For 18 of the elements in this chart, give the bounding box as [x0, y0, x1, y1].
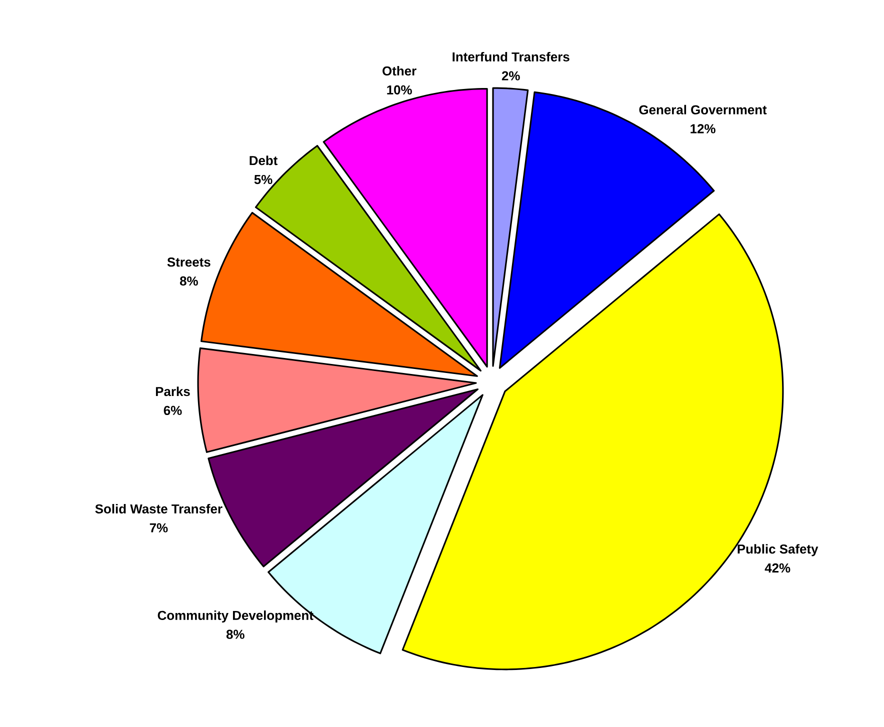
data-label: 5%	[254, 174, 272, 184]
slice-label: Parks	[156, 386, 190, 396]
data-label: 42%	[764, 563, 790, 573]
data-label: 10%	[387, 85, 412, 94]
data-label: 7%	[150, 523, 168, 532]
slice-label: Streets	[167, 258, 210, 267]
slice-label: Public Safety	[738, 544, 818, 556]
data-label: 8%	[226, 630, 244, 639]
slice-label: Community Development	[158, 610, 314, 623]
slice-label: General Government	[639, 104, 767, 114]
data-label: 2%	[502, 71, 520, 80]
slice-label: Debt	[250, 156, 278, 166]
data-label: 12%	[690, 124, 716, 134]
data-label: 6%	[164, 406, 182, 416]
slice-label: Other	[382, 66, 416, 76]
slice-label: Interfund Transfers	[452, 52, 570, 62]
slice-label: Solid Waste Transfer	[95, 504, 222, 514]
data-label: 8%	[180, 276, 198, 286]
